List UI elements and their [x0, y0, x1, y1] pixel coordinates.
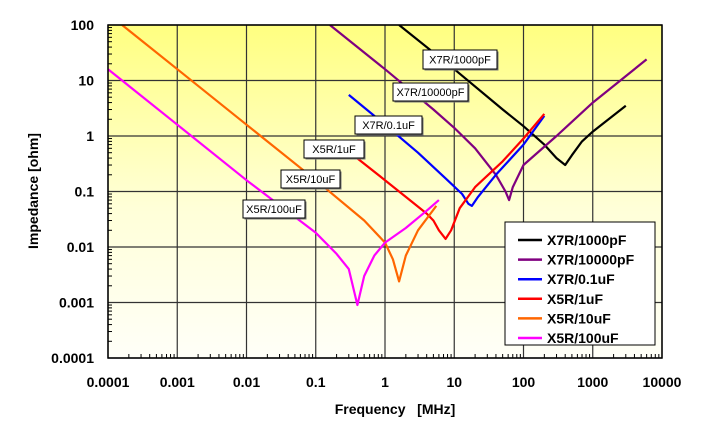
x-tick-label: 1: [381, 374, 389, 390]
annotation-label: X7R/1000pF: [429, 55, 491, 67]
legend-label: X7R/1000pF: [547, 232, 627, 248]
y-tick-labels: 0.0001 0.001 0.01 0.1 1 10 100: [51, 17, 94, 366]
series-line-x7r-1000pf: [398, 25, 627, 167]
x-tick-label: 0.01: [233, 374, 260, 390]
legend-box: [504, 221, 656, 346]
annotation-box: [303, 139, 365, 159]
legend-label: X5R/100uF: [547, 330, 619, 346]
legend-label: X7R/10000pF: [547, 252, 635, 268]
legend-label: X7R/0.1uF: [547, 271, 615, 287]
annotation-box: [422, 49, 498, 70]
annotation-label: X7R/10000pF: [397, 87, 465, 99]
legend-label: X5R/10uF: [547, 310, 611, 326]
annotation-label: X5R/100uF: [246, 204, 302, 216]
x-tick-label: 0.1: [306, 374, 326, 390]
y-tick-label: 1: [86, 128, 94, 144]
annotation-label: X5R/1uF: [312, 144, 356, 156]
series-line-x7r-0-1uf: [348, 94, 546, 207]
annotation-label: X5R/10uF: [286, 174, 336, 186]
plot-frame: [107, 24, 663, 359]
x-axis-label: Frequency [MHz]: [335, 401, 456, 417]
legend: X7R/1000pF X7R/10000pF X7R/0.1uF X5R/1uF X5R…: [504, 221, 656, 346]
x-tick-labels: 0.0001 0.001 0.01 0.1 1 10 100 1000 10000: [87, 374, 682, 390]
y-tick-label: 0.1: [75, 184, 95, 200]
x-tick-label: 0.0001: [87, 374, 130, 390]
y-axis-label: Impedance [ohm]: [25, 133, 41, 249]
x-tick-label: 10000: [643, 374, 682, 390]
annotation-box: [242, 199, 306, 219]
y-tick-label: 10: [78, 73, 94, 89]
x-tick-label: 1000: [577, 374, 608, 390]
series-line-x5r-100uf: [108, 68, 440, 307]
series-curves: [108, 25, 648, 307]
curve-annotations: X7R/1000pF X7R/10000pF X7R/0.1uF X5R/1uF X5R…: [242, 49, 499, 220]
annotation-box: [392, 82, 469, 102]
x-tick-label: 100: [512, 374, 536, 390]
x-tick-label: 0.001: [160, 374, 195, 390]
annotation-box: [354, 115, 423, 135]
y-tick-label: 0.0001: [51, 350, 94, 366]
annotation-label: X7R/0.1uF: [362, 120, 415, 132]
y-tick-label: 0.01: [67, 239, 94, 255]
x-tick-label: 10: [446, 374, 462, 390]
annotation-box: [280, 169, 341, 189]
y-tick-label: 100: [71, 17, 95, 33]
series-line-x7r-10000pf: [329, 25, 648, 202]
series-line-x5r-1uf: [352, 113, 546, 240]
legend-label: X5R/1uF: [547, 291, 603, 307]
y-tick-label: 0.001: [59, 295, 94, 311]
